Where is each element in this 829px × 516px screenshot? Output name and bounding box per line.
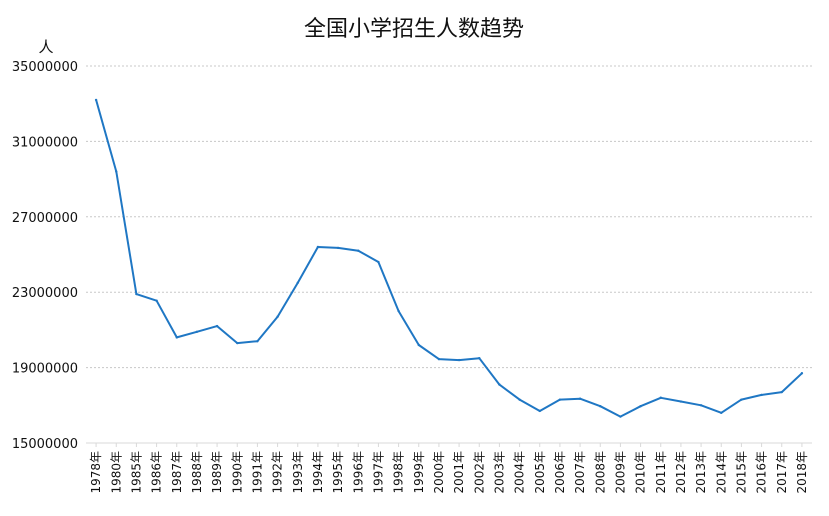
x-tick-label: 1996年: [351, 451, 365, 494]
gridlines: [86, 65, 812, 444]
data-point: [256, 340, 259, 343]
data-point: [699, 404, 703, 407]
x-tick-label: 1995年: [331, 451, 345, 494]
data-point: [740, 398, 743, 401]
y-tick-label: 31000000: [12, 135, 78, 150]
x-tick-label: 1989年: [210, 451, 224, 494]
x-tick-label: 2003年: [492, 451, 506, 494]
data-point: [115, 170, 118, 173]
x-tick-label: 2016年: [755, 451, 769, 494]
data-point: [659, 396, 662, 399]
data-point: [518, 398, 521, 401]
data-point: [155, 299, 158, 302]
x-tick-label: 2015年: [734, 451, 748, 494]
x-tick-label: 1999年: [412, 451, 426, 494]
x-tick-label: 2017年: [775, 451, 789, 494]
y-tick-label: 35000000: [12, 60, 78, 75]
data-point: [175, 336, 178, 339]
series-line: [95, 99, 803, 418]
x-tick-label: 1988年: [190, 451, 204, 494]
x-tick-label: 1980年: [109, 451, 123, 494]
x-tick-label: 2000年: [432, 451, 446, 494]
data-point: [316, 245, 320, 249]
data-point: [236, 341, 239, 345]
data-point: [800, 372, 804, 375]
y-unit-label: 人: [38, 38, 53, 56]
x-tick-label: 1992年: [271, 451, 285, 494]
data-points: [94, 98, 804, 418]
data-point: [457, 358, 461, 362]
data-point: [377, 260, 380, 264]
data-point: [215, 324, 219, 328]
x-tick-label: 1990年: [230, 451, 244, 494]
x-tick-label: 2002年: [472, 451, 486, 494]
data-point: [679, 400, 683, 403]
data-point: [357, 249, 360, 252]
x-tick-label: 2008年: [593, 451, 607, 494]
x-tick-label: 2012年: [674, 451, 688, 494]
x-tick-label: 1985年: [129, 451, 143, 494]
x-tick-label: 1978年: [89, 451, 103, 494]
data-point: [538, 409, 541, 413]
data-point: [760, 393, 763, 397]
data-point: [135, 292, 138, 296]
x-tick-label: 2011年: [654, 451, 668, 494]
data-point: [336, 246, 340, 250]
x-tick-label: 1987年: [170, 451, 184, 494]
x-tick-label: 2013年: [694, 451, 708, 494]
data-point: [478, 356, 481, 360]
x-tick-label: 2005年: [533, 451, 547, 494]
data-point: [437, 357, 441, 361]
data-point: [558, 398, 562, 401]
y-axis-ticks: 15000000 19000000 23000000 27000000 31000000…: [12, 60, 78, 452]
x-tick-label: 1994年: [311, 451, 325, 494]
x-tick-label: 2018年: [795, 451, 809, 494]
y-tick-label: 19000000: [12, 362, 78, 377]
x-tick-label: 1986年: [150, 451, 164, 494]
data-point: [296, 281, 299, 284]
data-point: [195, 330, 199, 333]
x-tick-label: 2010年: [634, 451, 648, 494]
y-tick-label: 23000000: [12, 286, 78, 301]
data-point: [599, 405, 602, 408]
data-point: [619, 415, 622, 418]
x-tick-label: 1993年: [291, 451, 305, 494]
data-point: [417, 343, 420, 347]
y-tick-label: 27000000: [12, 211, 78, 226]
x-tick-label: 1997年: [371, 451, 385, 494]
data-point: [639, 405, 642, 408]
x-axis-ticks: 1978年 1980年 1985年 1986年 1987年 1988年 1989年 1990年…: [89, 443, 809, 494]
data-point: [720, 411, 723, 415]
x-tick-label: 2001年: [452, 451, 466, 494]
chart-title: 全国小学招生人数趋势: [304, 17, 524, 42]
x-tick-label: 1991年: [250, 451, 264, 494]
x-tick-label: 2006年: [553, 451, 567, 494]
data-point: [578, 397, 582, 400]
x-tick-label: 2004年: [513, 451, 527, 494]
data-point: [276, 315, 279, 318]
x-tick-label: 2007年: [573, 451, 587, 494]
data-point: [397, 309, 400, 313]
data-point: [780, 390, 783, 394]
x-tick-label: 2014年: [714, 451, 728, 494]
data-point: [498, 383, 501, 386]
x-tick-label: 1998年: [392, 451, 406, 494]
data-point: [94, 98, 98, 102]
x-tick-label: 2009年: [613, 451, 627, 494]
y-tick-label: 15000000: [12, 437, 78, 452]
